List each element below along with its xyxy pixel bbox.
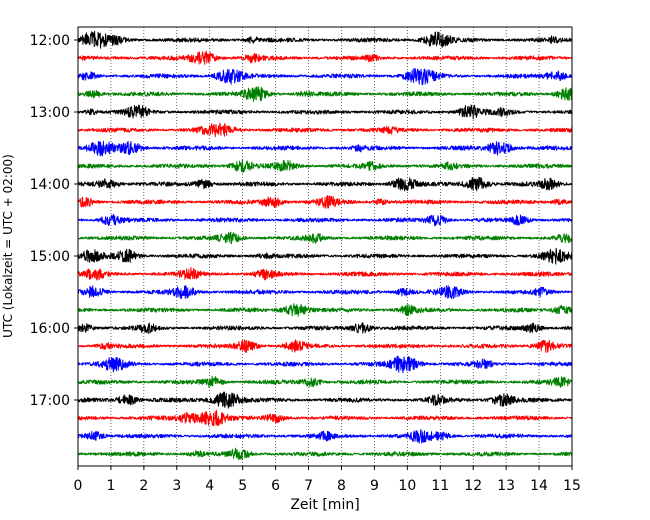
x-axis-ticks: 0 1 2 3 4 5 6 7 8 9 10 11 12 13 14 15: [74, 466, 581, 494]
x-tick-label-2: 2: [139, 478, 148, 494]
trace-1545: [77, 303, 573, 317]
trace-1415: [77, 195, 573, 209]
trace-1200: [77, 30, 573, 49]
trace-1445: [77, 231, 573, 245]
x-tick-label-5: 5: [238, 478, 247, 494]
trace-1700: [77, 391, 573, 409]
x-tick-label-12: 12: [464, 478, 482, 494]
x-tick-label-13: 13: [497, 478, 515, 494]
x-tick-label-0: 0: [74, 478, 83, 494]
trace-1600: [77, 322, 573, 335]
trace-1730: [77, 429, 573, 444]
trace-1230: [77, 67, 573, 86]
trace-1215: [77, 50, 573, 65]
trace-1745: [77, 447, 573, 460]
trace-1345: [77, 159, 573, 173]
seismic-traces: [77, 30, 573, 460]
y-axis-ticks: 12:00 13:00 14:00 15:00 16:00 17:00: [30, 33, 78, 409]
trace-1330: [77, 140, 573, 157]
y-tick-label-1300: 13:00: [30, 105, 70, 121]
x-tick-label-10: 10: [398, 478, 416, 494]
trace-1315: [77, 122, 573, 138]
x-tick-label-8: 8: [337, 478, 346, 494]
grid-lines: [110, 27, 540, 466]
trace-1245: [77, 86, 573, 102]
y-axis-label: UTC (Lokalzeit = UTC + 02:00): [1, 154, 15, 338]
x-tick-label-15: 15: [563, 478, 581, 494]
x-tick-label-7: 7: [304, 478, 313, 494]
x-tick-label-4: 4: [205, 478, 214, 494]
x-tick-label-6: 6: [271, 478, 280, 494]
trace-1515: [77, 266, 573, 281]
y-tick-label-1700: 17:00: [30, 393, 70, 409]
y-tick-label-1500: 15:00: [30, 249, 70, 265]
x-tick-label-9: 9: [370, 478, 379, 494]
trace-1715: [77, 409, 573, 427]
trace-1500: [77, 247, 573, 265]
trace-1400: [77, 176, 573, 192]
x-tick-label-3: 3: [172, 478, 181, 494]
trace-1645: [77, 375, 573, 388]
trace-1430: [77, 213, 573, 227]
y-tick-label-1400: 14:00: [30, 177, 70, 193]
x-tick-label-1: 1: [106, 478, 115, 494]
x-axis-label: Zeit [min]: [290, 497, 359, 513]
x-tick-label-11: 11: [431, 478, 449, 494]
x-tick-label-14: 14: [530, 478, 548, 494]
y-tick-label-1600: 16:00: [30, 321, 70, 337]
trace-1630: [77, 355, 573, 374]
trace-1530: [77, 284, 573, 300]
trace-1300: [77, 104, 573, 120]
trace-1615: [77, 339, 573, 354]
plot-frame: [77, 26, 573, 467]
y-tick-label-1200: 12:00: [30, 33, 70, 49]
